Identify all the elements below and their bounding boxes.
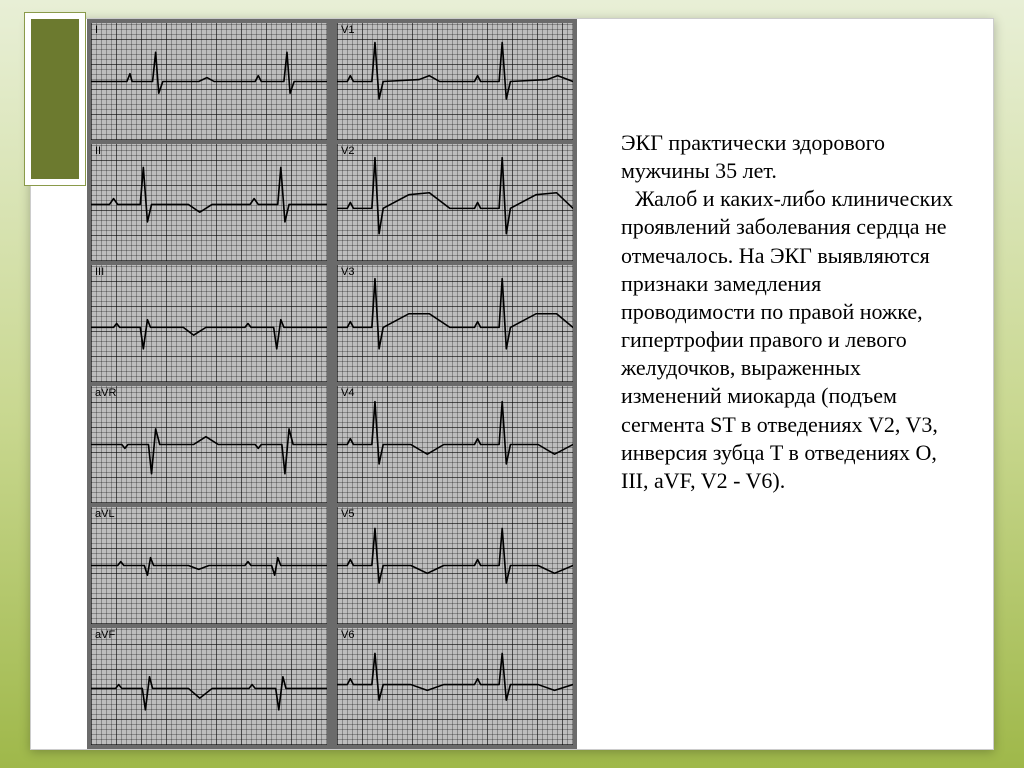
ecg-strip-V5: V5 [337,507,573,624]
ecg-column-chest-leads: V1V2V3V4V5V6 [337,23,573,745]
slide-stage: IIIIIIaVRaVLaVF V1V2V3V4V5V6 ЭКГ практич… [0,0,1024,768]
ecg-strip-aVF: aVF [91,628,327,745]
ecg-strip-aVR: aVR [91,386,327,503]
description-sentence-1: ЭКГ практически здорового мужчины 35 лет… [621,129,953,185]
slide-panel: IIIIIIaVRaVLaVF V1V2V3V4V5V6 ЭКГ практич… [30,18,994,750]
description-sentence-2: Жалоб и каких-либо клинических проявлени… [621,185,953,495]
ecg-strip-V6: V6 [337,628,573,745]
ecg-figure: IIIIIIaVRaVLaVF V1V2V3V4V5V6 [87,19,577,749]
ecg-strip-III: III [91,265,327,382]
ecg-strip-V3: V3 [337,265,573,382]
ecg-strip-I: I [91,23,327,140]
ecg-column-limb-leads: IIIIIIaVRaVLaVF [91,23,327,745]
ecg-strip-V4: V4 [337,386,573,503]
decorative-accent-bar [25,13,85,185]
description-text: ЭКГ практически здорового мужчины 35 лет… [621,129,953,495]
ecg-strip-V2: V2 [337,144,573,261]
ecg-strip-V1: V1 [337,23,573,140]
ecg-strip-aVL: aVL [91,507,327,624]
ecg-strip-II: II [91,144,327,261]
